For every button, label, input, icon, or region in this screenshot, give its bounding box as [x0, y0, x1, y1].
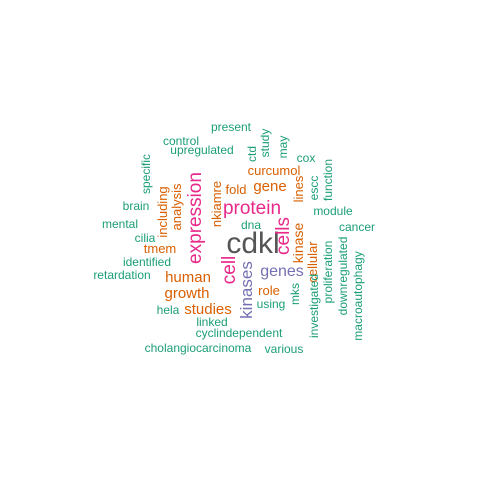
word-hela: hela	[157, 303, 180, 317]
word-expression: expression	[185, 172, 206, 264]
word-study: study	[258, 129, 272, 158]
word-cancer: cancer	[339, 220, 375, 234]
word-cell: cell	[219, 256, 240, 285]
word-studies: studies	[184, 301, 232, 318]
word-downregulated: downregulated	[336, 237, 350, 316]
word-macroautophagy: macroautophagy	[351, 251, 365, 340]
word-control: control	[163, 134, 199, 148]
word-cyclindependent: cyclindependent	[196, 326, 283, 340]
word-upregulated: upregulated	[170, 143, 233, 157]
word-various: various	[265, 342, 304, 356]
word-role: role	[258, 283, 280, 298]
word-linked: linked	[196, 315, 227, 329]
word-ctd: ctd	[245, 146, 259, 162]
word-fold: fold	[226, 182, 247, 197]
word-cholangiocarcinoma: cholangiocarcinoma	[145, 341, 252, 355]
word-cdkl: cdkl	[226, 227, 279, 260]
word-identified: identified	[123, 255, 171, 269]
word-specific: specific	[139, 154, 153, 194]
word-growth: growth	[164, 285, 209, 302]
word-cellular: cellular	[305, 241, 320, 283]
word-lines: lines	[291, 175, 306, 202]
word-genes: genes	[260, 263, 304, 280]
word-brain: brain	[123, 199, 150, 213]
word-escc: escc	[307, 176, 321, 201]
word-analysis: analysis	[169, 183, 184, 230]
word-investigated: investigated	[307, 274, 321, 338]
word-module: module	[313, 204, 353, 218]
word-including: including	[155, 186, 170, 237]
word-cells: cells	[273, 217, 294, 255]
word-dna: dna	[241, 218, 261, 232]
word-nkiamre: nkiamre	[209, 181, 224, 227]
word-protein: protein	[223, 198, 281, 219]
word-gene: gene	[253, 178, 286, 195]
word-mental: mental	[102, 217, 138, 231]
word-curcumol: curcumol	[248, 163, 301, 178]
word-present: present	[211, 120, 252, 134]
word-may: may	[276, 136, 290, 159]
word-cox: cox	[297, 151, 316, 165]
word-retardation: retardation	[93, 268, 150, 282]
word-proliferation: proliferation	[321, 241, 335, 304]
word-function: function	[321, 159, 335, 201]
word-kinase: kinase	[290, 223, 306, 264]
word-tmem: tmem	[144, 241, 177, 256]
word-cilia: cilia	[135, 231, 156, 245]
word-mks: mks	[288, 283, 302, 305]
word-human: human	[165, 269, 211, 286]
word-using: using	[257, 297, 286, 311]
word-kinases: kinases	[237, 261, 256, 319]
